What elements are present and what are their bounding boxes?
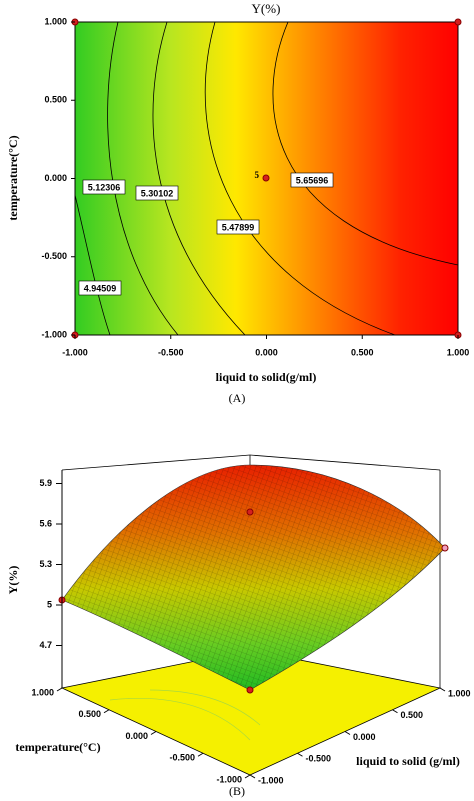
y-tick-label: 0.500 xyxy=(44,95,67,105)
z-tick-label: 5.9 xyxy=(39,478,52,488)
contour-label: 5.65696 xyxy=(296,175,329,185)
x-tick-label: 0.000 xyxy=(255,347,278,357)
x-tick-label: 1.000 xyxy=(447,347,470,357)
z-tick-label: 5.3 xyxy=(39,559,52,569)
x-tick-label: -1.000 xyxy=(258,775,284,785)
y-axis-label: temperature(°C) xyxy=(6,135,20,220)
contour-label: 5.30102 xyxy=(141,188,174,198)
chart-title: Y(%) xyxy=(252,1,281,16)
x-axis-label: liquid to solid (g/ml) xyxy=(356,754,460,768)
x-tick xyxy=(297,752,303,757)
contour-label-box xyxy=(216,219,260,235)
caption: (A) xyxy=(229,391,246,405)
x-tick xyxy=(392,709,398,714)
y-axis-label: temperature(°C) xyxy=(15,740,100,754)
x-tick xyxy=(344,731,351,735)
contour-label: 5.47899 xyxy=(222,222,255,232)
surface-points xyxy=(58,508,449,694)
y-tick-label: -1.000 xyxy=(216,774,242,784)
y-tick xyxy=(244,774,251,779)
surface-frame xyxy=(60,454,442,776)
contour-line xyxy=(152,22,246,335)
x-tick-label: 0.500 xyxy=(351,347,374,357)
y-tick-label: 1.000 xyxy=(44,16,67,26)
y-tick xyxy=(197,752,204,757)
y-tick-label: -0.500 xyxy=(41,251,67,261)
x-tick-label: 0.500 xyxy=(401,710,424,720)
y-tick-label: 0.000 xyxy=(44,173,67,183)
x-axis-label: liquid to solid(g/ml) xyxy=(216,370,317,384)
y-tick xyxy=(56,687,63,692)
contour-label-box xyxy=(78,280,122,296)
x-tick xyxy=(249,774,256,779)
y-tick xyxy=(150,731,157,735)
z-tick-label: 5.6 xyxy=(39,518,52,528)
x-tick xyxy=(439,687,446,692)
surface-mesh xyxy=(62,465,445,690)
y-tick-label: 1.000 xyxy=(31,687,54,697)
x-tick-label: 1.000 xyxy=(448,688,471,698)
y-tick-label: -0.500 xyxy=(169,753,195,763)
x-tick-label: 0.000 xyxy=(353,732,376,742)
center-label: 5 xyxy=(255,170,260,180)
x-tick-label: -1.000 xyxy=(62,347,88,357)
contour-line xyxy=(204,22,396,335)
x-tick-label: -0.500 xyxy=(158,347,184,357)
z-tick-label: 5 xyxy=(47,599,52,609)
z-tick-label: 4.7 xyxy=(39,640,52,650)
contour-line xyxy=(75,194,111,335)
y-tick-label: 0.500 xyxy=(78,709,101,719)
contour-label-box xyxy=(290,172,334,188)
y-tick-label: -1.000 xyxy=(41,329,67,339)
caption: (B) xyxy=(229,784,245,798)
contour-label: 5.12306 xyxy=(88,182,121,192)
z-axis-label: Y(%) xyxy=(6,566,20,595)
contour-label-box xyxy=(135,185,179,201)
contour-label-box xyxy=(82,179,126,195)
x-tick-label: -0.500 xyxy=(306,754,332,764)
contour-line xyxy=(272,22,458,266)
y-tick-label: 0.000 xyxy=(125,731,148,741)
contour-label: 4.94509 xyxy=(84,283,117,293)
y-tick xyxy=(103,709,110,714)
